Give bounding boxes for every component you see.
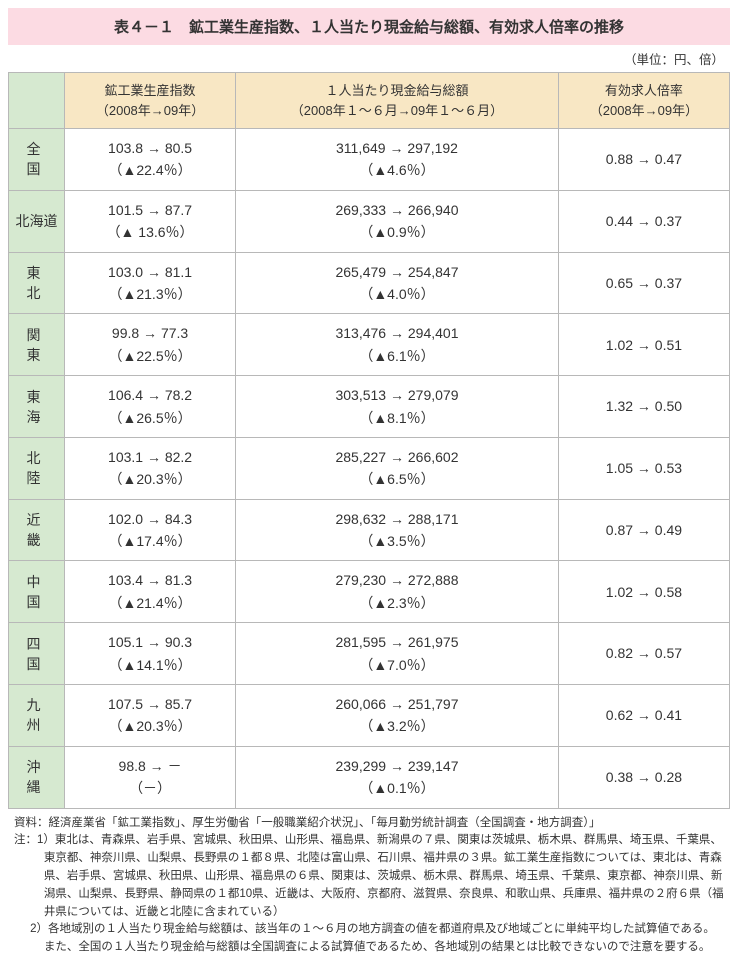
table-row: 関 東99.8 → 77.3（▲22.5％）313,476 → 294,401（… — [9, 314, 730, 376]
data-cell: 303,513 → 279,079（▲8.1％） — [236, 376, 559, 438]
data-cell: 1.32 → 0.50 — [558, 376, 729, 438]
data-cell: 1.02 → 0.51 — [558, 314, 729, 376]
col-header-1: 鉱工業生産指数（2008年→09年） — [65, 73, 236, 129]
region-cell: 全 国 — [9, 129, 65, 191]
data-cell: 239,299 → 239,147（▲0.1％） — [236, 746, 559, 808]
data-cell: 99.8 → 77.3（▲22.5％） — [65, 314, 236, 376]
data-cell: 103.1 → 82.2（▲20.3％） — [65, 437, 236, 499]
col-header-3: 有効求人倍率（2008年→09年） — [558, 73, 729, 129]
table-row: 全 国103.8 → 80.5（▲22.4％）311,649 → 297,192… — [9, 129, 730, 191]
source-notes: 資料：経済産業省「鉱工業指数」、厚生労働省「一般職業紹介状況」、「毎月勤労統計調… — [8, 809, 730, 958]
data-cell: 107.5 → 85.7（▲20.3％） — [65, 685, 236, 747]
data-cell: 1.02 → 0.58 — [558, 561, 729, 623]
data-cell: 311,649 → 297,192（▲4.6％） — [236, 129, 559, 191]
region-cell: 中 国 — [9, 561, 65, 623]
table-row: 四 国105.1 → 90.3（▲14.1％）281,595 → 261,975… — [9, 623, 730, 685]
data-cell: 281,595 → 261,975（▲7.0％） — [236, 623, 559, 685]
data-cell: 105.1 → 90.3（▲14.1％） — [65, 623, 236, 685]
data-cell: 0.44 → 0.37 — [558, 190, 729, 252]
table-row: 近 畿102.0 → 84.3（▲17.4％）298,632 → 288,171… — [9, 499, 730, 561]
data-cell: 98.8 → －（－） — [65, 746, 236, 808]
data-cell: 285,227 → 266,602（▲6.5％） — [236, 437, 559, 499]
data-cell: 103.4 → 81.3（▲21.4％） — [65, 561, 236, 623]
note-1: 注：1）東北は、青森県、岩手県、宮城県、秋田県、山形県、福島県、新潟県の７県、関… — [14, 832, 724, 921]
region-cell: 九 州 — [9, 685, 65, 747]
source-line: 資料：経済産業省「鉱工業指数」、厚生労働省「一般職業紹介状況」、「毎月勤労統計調… — [14, 815, 724, 833]
table-row: 中 国103.4 → 81.3（▲21.4％）279,230 → 272,888… — [9, 561, 730, 623]
data-cell: 265,479 → 254,847（▲4.0％） — [236, 252, 559, 314]
region-cell: 北 陸 — [9, 437, 65, 499]
table-row: 北 陸103.1 → 82.2（▲20.3％）285,227 → 266,602… — [9, 437, 730, 499]
region-cell: 東 北 — [9, 252, 65, 314]
region-cell: 北海道 — [9, 190, 65, 252]
data-cell: 0.38 → 0.28 — [558, 746, 729, 808]
region-cell: 四 国 — [9, 623, 65, 685]
table-row: 東 北103.0 → 81.1（▲21.3％）265,479 → 254,847… — [9, 252, 730, 314]
data-cell: 269,333 → 266,940（▲0.9％） — [236, 190, 559, 252]
table-row: 東 海106.4 → 78.2（▲26.5％）303,513 → 279,079… — [9, 376, 730, 438]
data-cell: 1.05 → 0.53 — [558, 437, 729, 499]
data-cell: 260,066 → 251,797（▲3.2％） — [236, 685, 559, 747]
data-cell: 102.0 → 84.3（▲17.4％） — [65, 499, 236, 561]
table-row: 九 州107.5 → 85.7（▲20.3％）260,066 → 251,797… — [9, 685, 730, 747]
region-cell: 東 海 — [9, 376, 65, 438]
data-cell: 0.62 → 0.41 — [558, 685, 729, 747]
table-row: 沖 縄98.8 → －（－）239,299 → 239,147（▲0.1％）0.… — [9, 746, 730, 808]
table-row: 北海道101.5 → 87.7（▲ 13.6％）269,333 → 266,94… — [9, 190, 730, 252]
col-header-2: １人当たり現金給与総額（2008年１～６月→09年１～６月） — [236, 73, 559, 129]
corner-cell — [9, 73, 65, 129]
data-table: 鉱工業生産指数（2008年→09年） １人当たり現金給与総額（2008年１～６月… — [8, 72, 730, 809]
table-title: 表４－１ 鉱工業生産指数、１人当たり現金給与総額、有効求人倍率の推移 — [8, 8, 730, 45]
data-cell: 0.88 → 0.47 — [558, 129, 729, 191]
unit-label: （単位：円、倍） — [8, 45, 730, 72]
data-cell: 0.82 → 0.57 — [558, 623, 729, 685]
data-cell: 0.87 → 0.49 — [558, 499, 729, 561]
region-cell: 沖 縄 — [9, 746, 65, 808]
data-cell: 298,632 → 288,171（▲3.5％） — [236, 499, 559, 561]
region-cell: 関 東 — [9, 314, 65, 376]
data-cell: 279,230 → 272,888（▲2.3％） — [236, 561, 559, 623]
data-cell: 106.4 → 78.2（▲26.5％） — [65, 376, 236, 438]
note-2: 2）各地域別の１人当たり現金給与総額は、該当年の１～６月の地方調査の値を都道府県… — [14, 921, 724, 957]
data-cell: 103.8 → 80.5（▲22.4％） — [65, 129, 236, 191]
data-cell: 313,476 → 294,401（▲6.1％） — [236, 314, 559, 376]
region-cell: 近 畿 — [9, 499, 65, 561]
data-cell: 101.5 → 87.7（▲ 13.6％） — [65, 190, 236, 252]
data-cell: 0.65 → 0.37 — [558, 252, 729, 314]
data-cell: 103.0 → 81.1（▲21.3％） — [65, 252, 236, 314]
